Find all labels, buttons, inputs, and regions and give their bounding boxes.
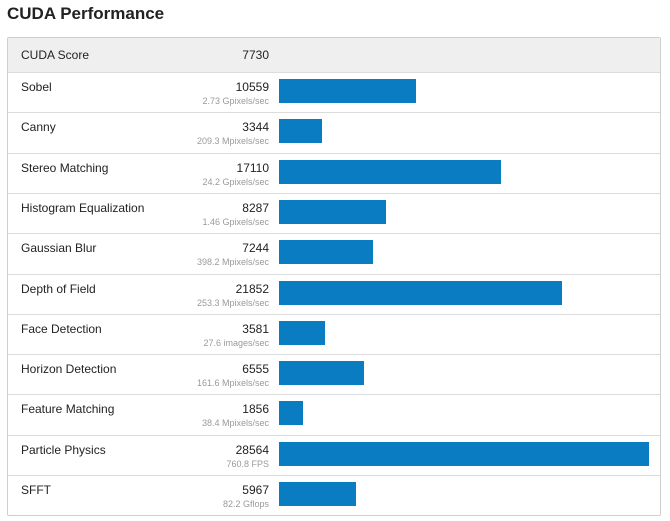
score-bar (279, 119, 322, 144)
table-row: Face Detection 3581 27.6 images/sec (8, 313, 660, 354)
test-name: Gaussian Blur (21, 241, 97, 256)
test-name: Canny (21, 120, 56, 135)
score-bar (279, 79, 416, 103)
score-bar (279, 159, 501, 184)
results-table: CUDA Score 7730 Sobel 10559 2.73 Gpixels/s… (7, 37, 661, 516)
test-score: 3581 (242, 321, 269, 336)
test-throughput: 253.3 Mpixels/sec (196, 297, 269, 308)
table-row: Stereo Matching 17110 24.2 Gpixels/sec (8, 152, 660, 193)
test-throughput: 82.2 Gflops (222, 499, 269, 509)
test-score: 5967 (242, 483, 269, 497)
cuda-score-value: 7730 (242, 48, 269, 62)
table-row: Horizon Detection 6555 161.6 Mpixels/sec (8, 354, 660, 394)
test-score: 1856 (242, 402, 269, 417)
test-score: 21852 (235, 281, 269, 296)
test-throughput: 2.73 Gpixels/sec (202, 96, 269, 106)
table-row: Gaussian Blur 7244 398.2 Mpixels/sec (8, 233, 660, 273)
test-name: Sobel (21, 80, 52, 94)
table-row: Histogram Equalization 8287 1.46 Gpixels/s… (8, 192, 660, 233)
test-throughput: 27.6 images/sec (203, 337, 269, 348)
score-bar (279, 199, 386, 224)
score-bar (279, 240, 373, 265)
table-row: Feature Matching 1856 38.4 Mpixels/sec (8, 394, 660, 434)
table-row: Canny 3344 209.3 Mpixels/sec (8, 112, 660, 152)
score-bar (279, 320, 325, 345)
table-row: Sobel 10559 2.73 Gpixels/sec (8, 72, 660, 112)
test-score: 6555 (242, 362, 269, 377)
test-score: 10559 (235, 80, 269, 94)
test-name: Feature Matching (21, 402, 115, 417)
test-name: Stereo Matching (21, 160, 109, 175)
test-name: SFFT (21, 483, 51, 497)
cuda-score-row: CUDA Score 7730 (8, 38, 660, 72)
score-bar (279, 482, 356, 506)
score-bar (279, 361, 364, 386)
test-name: Histogram Equalization (21, 200, 145, 215)
test-name: Horizon Detection (21, 362, 117, 377)
test-name: Depth of Field (21, 281, 96, 296)
table-row: Particle Physics 28564 760.8 FPS (8, 434, 660, 475)
table-row: SFFT 5967 82.2 Gflops (8, 475, 660, 515)
test-name: Particle Physics (21, 442, 106, 457)
test-score: 17110 (236, 160, 269, 175)
test-score: 8287 (242, 200, 269, 215)
test-throughput: 1.46 Gpixels/sec (202, 216, 269, 227)
test-name: Face Detection (21, 321, 102, 336)
test-score: 28564 (235, 442, 269, 457)
test-score: 7244 (242, 241, 269, 256)
test-score: 3344 (242, 120, 269, 135)
test-throughput: 209.3 Mpixels/sec (196, 136, 269, 147)
test-throughput: 398.2 Mpixels/sec (196, 257, 269, 268)
test-throughput: 760.8 FPS (226, 458, 269, 469)
score-bar (279, 401, 303, 426)
page-title: CUDA Performance (7, 4, 165, 23)
cuda-score-label: CUDA Score (21, 48, 90, 62)
table-row: Depth of Field 21852 253.3 Mpixels/sec (8, 273, 660, 314)
test-throughput: 38.4 Mpixels/sec (201, 418, 269, 429)
test-throughput: 161.6 Mpixels/sec (196, 378, 269, 389)
test-throughput: 24.2 Gpixels/sec (202, 176, 269, 187)
score-bar (279, 280, 562, 305)
score-bar (279, 441, 649, 466)
